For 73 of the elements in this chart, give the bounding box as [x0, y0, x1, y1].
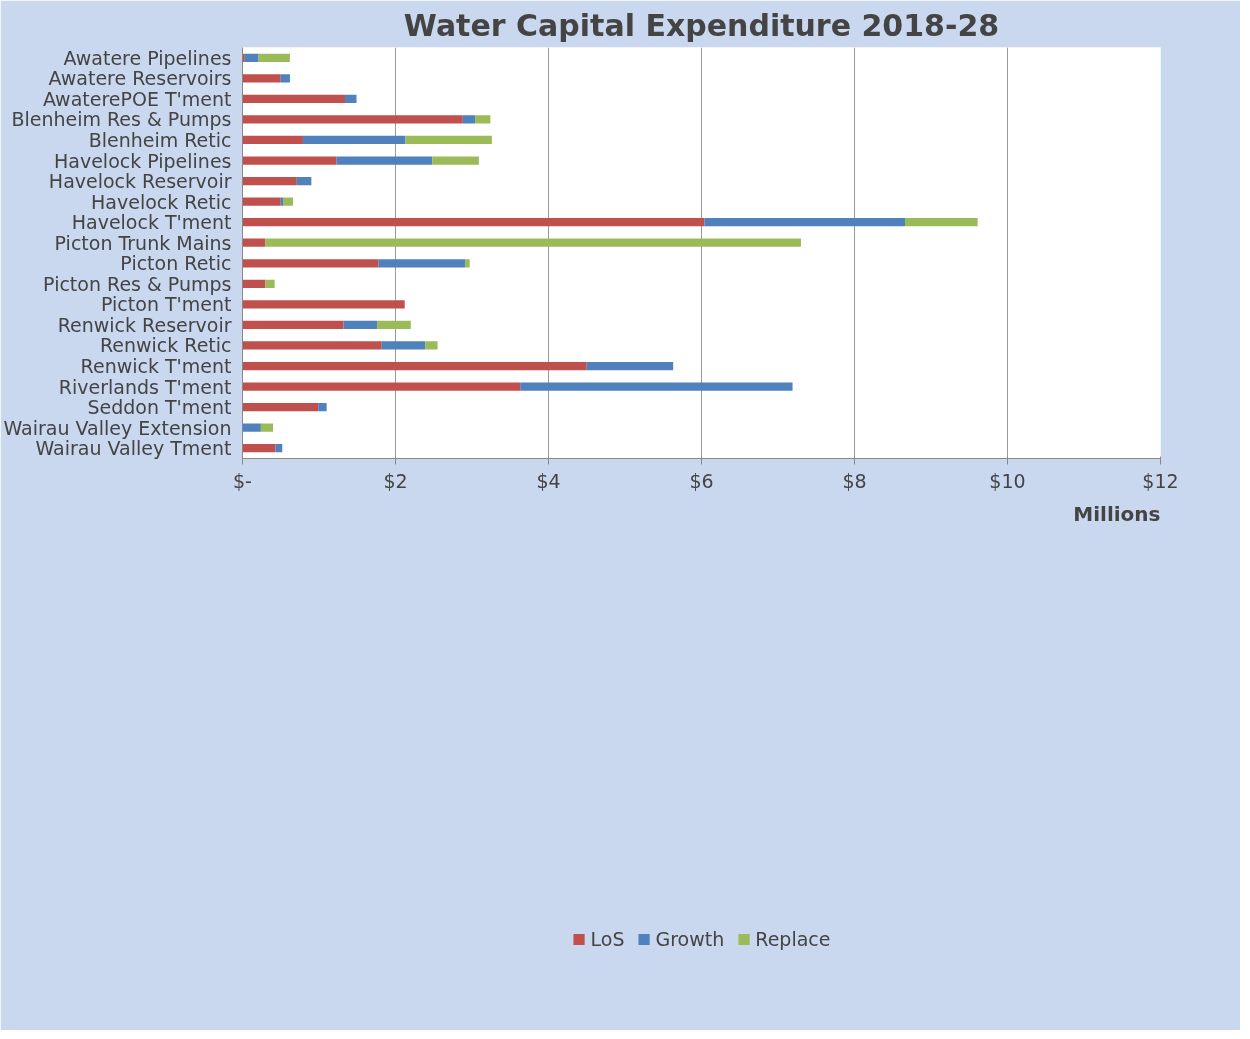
- bar: [242, 115, 463, 124]
- y-tick-label: Riverlands T'ment: [58, 375, 232, 398]
- bar: [242, 403, 319, 412]
- y-tick-label: Picton Retic: [120, 252, 232, 275]
- bar: [336, 156, 433, 165]
- bar: [260, 423, 274, 432]
- bar: [265, 238, 801, 247]
- bar: [242, 423, 261, 432]
- y-tick-label: Blenheim Res & Pumps: [11, 108, 232, 131]
- bar: [377, 320, 411, 330]
- bar: [462, 115, 476, 124]
- bar: [242, 74, 281, 83]
- bar: [242, 94, 346, 103]
- bar: [242, 300, 405, 309]
- x-tick-label: $10: [989, 469, 1026, 492]
- bar: [302, 135, 406, 145]
- bar: [242, 218, 705, 227]
- bar: [242, 176, 297, 186]
- bar: [242, 238, 266, 247]
- bar: [242, 156, 337, 165]
- legend-label: LoS: [590, 928, 625, 951]
- bar: [242, 361, 587, 371]
- y-tick-label: Havelock T'ment: [71, 211, 232, 234]
- bar: [242, 259, 379, 268]
- bar: [275, 444, 283, 453]
- bar: [283, 197, 293, 206]
- bar: [242, 341, 382, 350]
- bar: [704, 218, 905, 227]
- x-tick-label: $8: [842, 469, 867, 492]
- chart-title: Water Capital Expenditure 2018-28: [403, 7, 1000, 43]
- y-tick-label: Awatere Pipelines: [63, 46, 232, 69]
- bar: [381, 341, 426, 350]
- y-tick-label: Havelock Retic: [91, 190, 232, 213]
- x-tick-label: $6: [689, 469, 714, 492]
- bar: [296, 176, 312, 186]
- x-tick-label: $12: [1142, 469, 1179, 492]
- bar: [258, 53, 290, 62]
- x-tick-label: $4: [536, 469, 561, 492]
- bar: [520, 382, 793, 391]
- bar: [378, 259, 466, 268]
- y-tick-label: Wairau Valley Extension: [3, 416, 232, 439]
- bar: [343, 320, 378, 330]
- y-tick-label: Renwick Retic: [99, 334, 232, 357]
- bar: [345, 94, 357, 103]
- bar: [244, 53, 259, 62]
- bar: [318, 403, 327, 412]
- bar: [405, 135, 492, 145]
- bar: [280, 74, 290, 83]
- bar: [465, 259, 470, 268]
- y-tick-label: AwaterePOE T'ment: [42, 87, 232, 110]
- y-tick-label: Renwick Reservoir: [57, 313, 232, 336]
- bar: [242, 197, 281, 206]
- x-tick-label: $2: [383, 469, 408, 492]
- bar: [242, 444, 276, 453]
- bar: [242, 135, 303, 145]
- x-tick-label: $-: [233, 469, 252, 492]
- bar: [265, 279, 275, 288]
- bar: [475, 115, 491, 124]
- y-tick-label: Picton Res & Pumps: [43, 272, 232, 295]
- bar: [242, 382, 521, 391]
- bar: [242, 320, 344, 330]
- bar: [904, 218, 978, 227]
- x-axis-title: Millions: [1073, 501, 1161, 526]
- y-tick-label: Havelock Pipelines: [53, 149, 232, 172]
- legend-label: Growth: [655, 928, 725, 951]
- bar: [425, 341, 438, 350]
- bar: [242, 279, 266, 288]
- y-tick-label: Picton Trunk Mains: [54, 231, 232, 254]
- y-tick-label: Seddon T'ment: [87, 396, 232, 419]
- y-tick-label: Renwick T'ment: [80, 355, 232, 378]
- bar: [586, 361, 674, 371]
- bar: [432, 156, 479, 165]
- legend-label: Replace: [755, 928, 831, 951]
